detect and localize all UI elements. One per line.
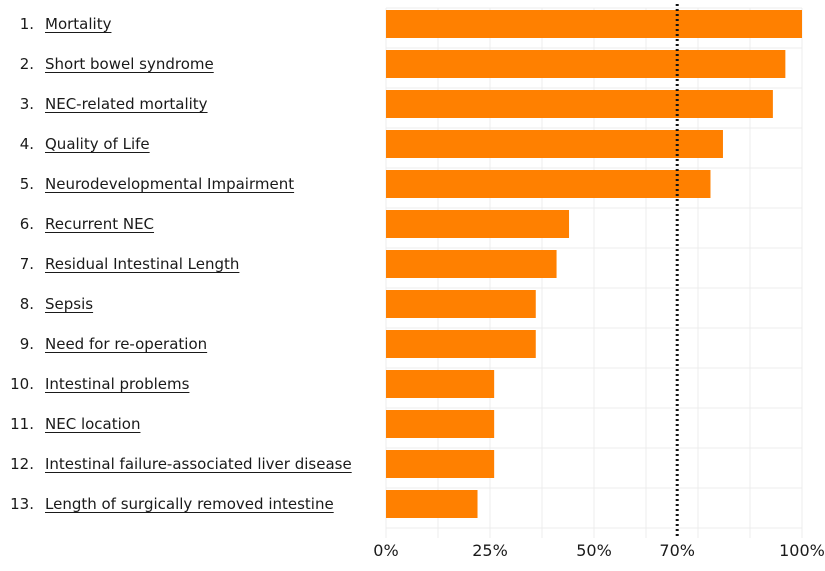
category-link[interactable]: Short bowel syndrome [45,55,214,73]
x-tick-label: 25% [472,541,508,560]
bar-2 [386,50,786,78]
bar-9 [386,330,536,358]
bar-4 [386,130,723,158]
bar-11 [386,410,495,438]
category-link[interactable]: Need for re-operation [45,335,208,353]
category-link[interactable]: Length of surgically removed intestine [45,495,334,513]
category-rank: 4. [19,135,34,153]
category-rank: 3. [19,95,34,113]
category-link[interactable]: NEC-related mortality [45,95,208,113]
category-rank: 6. [19,215,34,233]
x-tick-label: 50% [576,541,612,560]
category-link[interactable]: Intestinal problems [45,375,190,393]
category-link[interactable]: Quality of Life [45,135,150,153]
category-link[interactable]: Recurrent NEC [45,215,155,233]
bar-1 [386,10,802,38]
category-rank: 11. [10,415,34,433]
category-rank: 12. [10,455,34,473]
category-link[interactable]: Neurodevelopmental Impairment [45,175,295,193]
category-link[interactable]: NEC location [45,415,141,433]
category-rank: 10. [10,375,34,393]
category-rank: 1. [19,15,34,33]
category-link[interactable]: Residual Intestinal Length [45,255,240,273]
category-rank: 7. [19,255,34,273]
bar-6 [386,210,570,238]
category-rank: 5. [19,175,34,193]
bar-3 [386,90,773,118]
category-link[interactable]: Sepsis [45,295,94,313]
category-rank: 13. [10,495,34,513]
x-tick-label: 0% [373,541,399,560]
category-link[interactable]: Intestinal failure-associated liver dise… [45,455,352,473]
bar-8 [386,290,536,318]
bar-13 [386,490,478,518]
bar-5 [386,170,711,198]
category-rank: 9. [19,335,34,353]
category-link[interactable]: Mortality [45,15,112,33]
x-tick-label: 100% [779,541,825,560]
x-tick-label: 70% [659,541,695,560]
bar-12 [386,450,495,478]
bar-10 [386,370,495,398]
bar-7 [386,250,557,278]
category-rank: 2. [19,55,34,73]
category-rank: 8. [19,295,34,313]
